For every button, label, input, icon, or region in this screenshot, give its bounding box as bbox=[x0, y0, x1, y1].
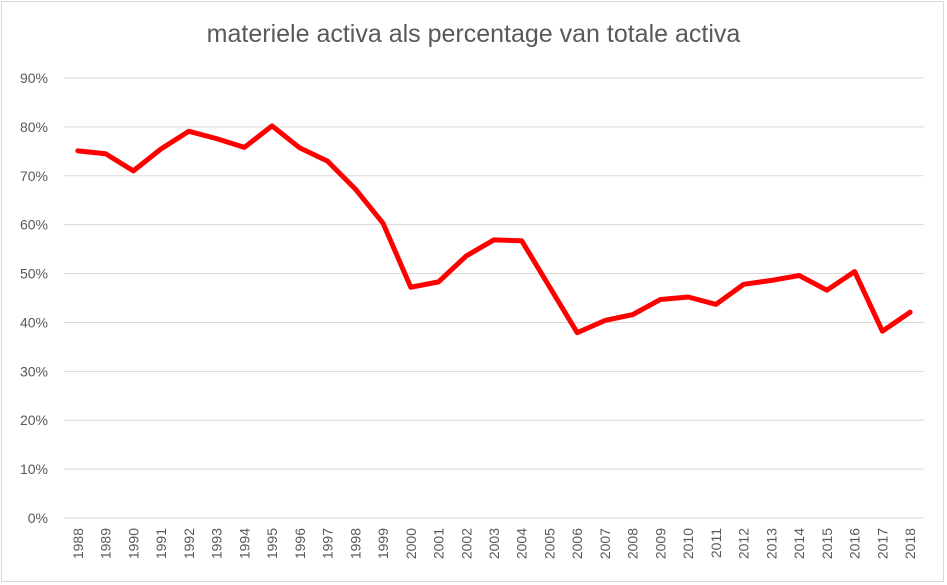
x-tick-label: 2000 bbox=[403, 528, 419, 559]
y-tick-label: 30% bbox=[20, 363, 48, 379]
x-tick-label: 2006 bbox=[569, 528, 585, 559]
x-tick-label: 1991 bbox=[153, 528, 169, 559]
x-axis-ticks: 1988 1989 1990 1991 1992 1993 1994 1995 1996 1997… bbox=[70, 528, 918, 559]
data-point bbox=[381, 221, 386, 226]
data-point bbox=[186, 129, 191, 134]
data-point bbox=[325, 159, 330, 164]
y-tick-label: 40% bbox=[20, 314, 48, 330]
x-tick-label: 1999 bbox=[375, 528, 391, 559]
x-tick-label: 2005 bbox=[541, 528, 557, 559]
data-point bbox=[242, 145, 247, 150]
y-tick-label: 10% bbox=[20, 461, 48, 477]
x-tick-label: 2011 bbox=[708, 528, 724, 558]
x-tick-label: 2010 bbox=[680, 528, 696, 559]
y-tick-label: 50% bbox=[20, 266, 48, 282]
data-point bbox=[436, 279, 441, 284]
x-tick-label: 1993 bbox=[209, 528, 225, 559]
data-point bbox=[297, 145, 302, 150]
x-tick-label: 2002 bbox=[458, 528, 474, 559]
data-point bbox=[353, 186, 358, 191]
x-tick-label: 2012 bbox=[736, 528, 752, 559]
y-tick-label: 0% bbox=[28, 510, 48, 526]
x-tick-label: 1988 bbox=[70, 528, 86, 559]
data-point bbox=[602, 318, 607, 323]
data-point bbox=[769, 278, 774, 283]
data-point bbox=[713, 302, 718, 307]
data-point bbox=[214, 136, 219, 141]
x-tick-label: 2013 bbox=[763, 528, 779, 559]
x-tick-label: 2004 bbox=[514, 528, 530, 559]
data-point bbox=[131, 168, 136, 173]
x-tick-label: 2017 bbox=[874, 528, 890, 559]
x-tick-label: 1992 bbox=[181, 528, 197, 559]
data-point bbox=[824, 288, 829, 293]
data-point bbox=[852, 269, 857, 274]
x-tick-label: 2008 bbox=[625, 528, 641, 559]
data-point bbox=[741, 282, 746, 287]
y-tick-label: 70% bbox=[20, 168, 48, 184]
x-tick-label: 1990 bbox=[125, 528, 141, 559]
x-tick-label: 1994 bbox=[236, 528, 252, 559]
data-point bbox=[630, 312, 635, 317]
series-line-0 bbox=[75, 123, 913, 336]
y-tick-label: 90% bbox=[20, 70, 48, 86]
x-tick-label: 2003 bbox=[486, 528, 502, 559]
data-point bbox=[492, 237, 496, 242]
x-tick-label: 2001 bbox=[431, 528, 447, 559]
data-point bbox=[880, 329, 885, 334]
y-tick-label: 60% bbox=[20, 217, 48, 233]
y-tick-label: 80% bbox=[20, 119, 48, 135]
x-tick-label: 1998 bbox=[347, 528, 363, 559]
y-axis-ticks: 0% 10% 20% 30% 40% 50% 60% 70% 80% 90% bbox=[20, 70, 48, 526]
gridlines bbox=[64, 77, 924, 519]
data-point bbox=[270, 123, 275, 128]
data-point bbox=[408, 285, 413, 290]
x-tick-label: 1996 bbox=[292, 528, 308, 559]
x-tick-label: 1995 bbox=[264, 528, 280, 559]
data-point bbox=[519, 238, 524, 243]
x-tick-label: 2018 bbox=[902, 528, 918, 559]
data-point bbox=[797, 273, 802, 278]
data-point bbox=[103, 151, 108, 156]
data-point bbox=[464, 253, 469, 258]
x-tick-label: 2015 bbox=[819, 528, 835, 559]
y-tick-label: 20% bbox=[20, 412, 48, 428]
data-point bbox=[908, 310, 913, 315]
x-tick-label: 2016 bbox=[847, 528, 863, 559]
x-tick-label: 1989 bbox=[98, 528, 114, 559]
data-point bbox=[575, 330, 580, 335]
x-tick-label: 2014 bbox=[791, 528, 807, 559]
series-layer bbox=[75, 123, 913, 336]
data-point bbox=[547, 284, 552, 289]
x-tick-label: 2007 bbox=[597, 528, 613, 559]
x-tick-label: 2009 bbox=[652, 528, 668, 559]
data-point bbox=[75, 148, 80, 153]
data-point bbox=[658, 297, 663, 302]
data-point bbox=[686, 295, 691, 300]
data-point bbox=[159, 146, 164, 151]
chart-title: materiele activa als percentage van tota… bbox=[206, 20, 741, 48]
x-tick-label: 1997 bbox=[320, 528, 336, 559]
